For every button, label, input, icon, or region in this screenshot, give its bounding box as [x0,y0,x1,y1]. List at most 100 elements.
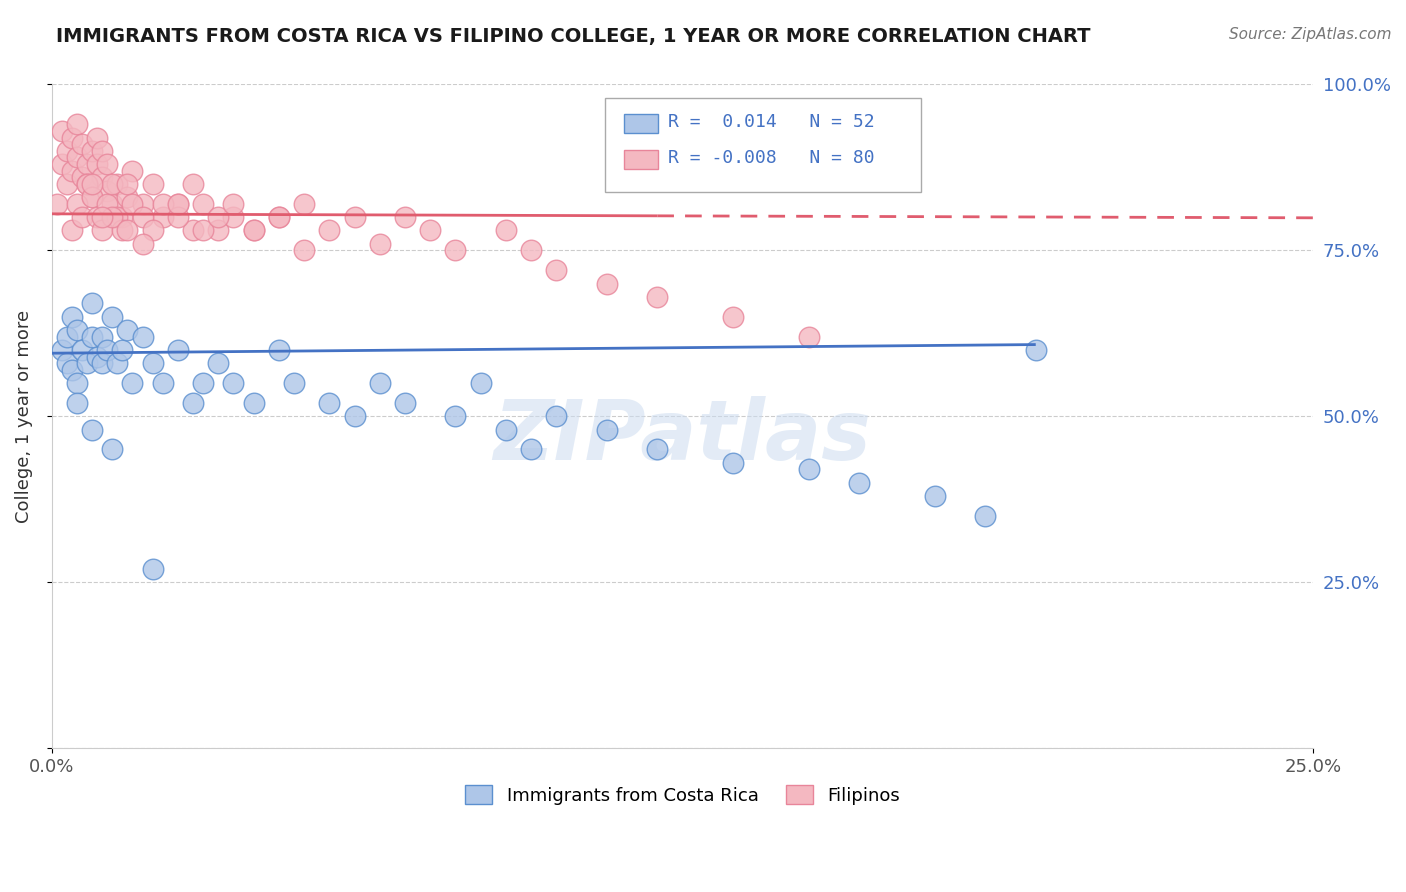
Point [131,197,153,211]
Point [142,177,165,191]
Point [91,329,114,343]
Point [131,236,153,251]
Point [343,210,366,224]
Point [974,508,997,523]
Point [86,130,108,145]
Point [86,157,108,171]
Point [76,356,98,370]
Point [60,363,83,377]
Point [520,442,543,457]
Y-axis label: College, 1 year or more: College, 1 year or more [15,310,32,523]
Point [645,442,668,457]
Point [222,197,245,211]
Point [797,329,820,343]
Point [101,310,124,324]
Point [76,177,98,191]
Point [222,210,245,224]
Point [292,197,315,211]
Point [96,184,118,198]
Point [924,489,946,503]
Point [56,177,79,191]
Point [60,130,83,145]
Point [444,409,467,424]
Point [86,210,108,224]
Text: Source: ZipAtlas.com: Source: ZipAtlas.com [1229,27,1392,42]
Point [167,197,190,211]
Point [152,376,174,390]
Point [117,190,139,204]
Point [121,163,143,178]
Point [82,190,104,204]
Point [546,263,568,277]
Point [131,210,153,224]
Point [191,376,214,390]
Point [117,177,139,191]
Point [520,244,543,258]
Point [596,423,619,437]
Point [51,343,73,357]
Point [596,277,619,291]
Point [66,150,89,164]
Point [76,177,98,191]
Point [222,376,245,390]
Point [368,376,391,390]
Point [105,210,128,224]
Point [283,376,305,390]
Legend: Immigrants from Costa Rica, Filipinos: Immigrants from Costa Rica, Filipinos [458,778,907,812]
Point [444,244,467,258]
Point [152,197,174,211]
Point [394,210,416,224]
Point [66,323,89,337]
Point [76,157,98,171]
Point [66,197,89,211]
Text: ZIPatlas: ZIPatlas [494,396,872,476]
Point [142,223,165,237]
Text: R = -0.008   N = 80: R = -0.008 N = 80 [668,149,875,167]
Point [797,462,820,476]
Point [191,197,214,211]
Point [495,423,517,437]
Point [207,356,229,370]
Point [167,210,190,224]
Point [82,296,104,310]
Point [121,376,143,390]
Point [181,396,204,410]
Point [495,223,517,237]
Point [848,475,870,490]
Point [66,117,89,131]
Point [56,356,79,370]
Point [51,124,73,138]
Point [66,396,89,410]
Text: IMMIGRANTS FROM COSTA RICA VS FILIPINO COLLEGE, 1 YEAR OR MORE CORRELATION CHART: IMMIGRANTS FROM COSTA RICA VS FILIPINO C… [56,27,1091,45]
Point [267,210,290,224]
Point [1025,343,1047,357]
Point [181,177,204,191]
Point [318,396,340,410]
Point [117,223,139,237]
Point [242,223,264,237]
Point [91,223,114,237]
Point [70,343,93,357]
Point [152,210,174,224]
Point [60,223,83,237]
Point [318,223,340,237]
Point [394,396,416,410]
Point [343,409,366,424]
Point [86,350,108,364]
Point [45,197,67,211]
Point [70,210,93,224]
Point [242,396,264,410]
Point [82,177,104,191]
Point [96,197,118,211]
Point [721,310,744,324]
Point [82,144,104,158]
Point [207,223,229,237]
Point [66,376,89,390]
Point [82,190,104,204]
Point [419,223,441,237]
Point [721,456,744,470]
Point [105,356,128,370]
Point [101,197,124,211]
Point [546,409,568,424]
Point [470,376,492,390]
